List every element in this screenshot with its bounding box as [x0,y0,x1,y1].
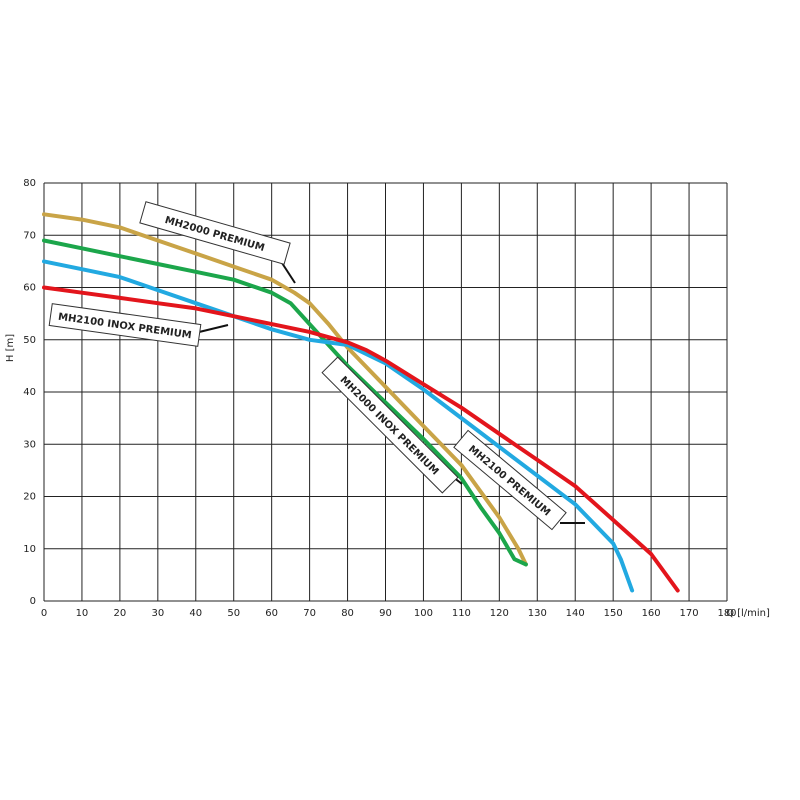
x-tick-label: 140 [566,608,585,619]
x-tick-label: 10 [76,608,89,619]
x-tick-label: 0 [41,608,47,619]
series-label: MH2000 INOX PREMIUM [321,356,459,494]
leader-line [281,262,296,284]
x-tick-label: 120 [490,608,509,619]
label-box [321,356,459,494]
y-axis-label: H [m] [5,334,16,362]
leader-line [194,324,229,334]
y-tick-label: 30 [23,439,36,450]
y-tick-label: 60 [23,283,36,294]
x-tick-label: 40 [189,608,202,619]
x-tick-label: 50 [227,608,240,619]
series-label: MH2000 PREMIUM [139,201,291,265]
x-axis-label: Q [l/min] [726,608,770,619]
x-tick-label: 70 [303,608,316,619]
x-tick-label: 160 [642,608,661,619]
y-tick-label: 40 [23,387,36,398]
x-tick-label: 130 [528,608,547,619]
label-box [139,201,291,265]
x-tick-label: 110 [452,608,471,619]
line [42,285,680,593]
x-tick-label: 30 [151,608,164,619]
x-tick-label: 60 [265,608,278,619]
line [42,259,635,593]
line [42,212,528,567]
x-tick-label: 80 [341,608,354,619]
y-tick-label: 0 [30,596,36,607]
x-tick-label: 90 [379,608,392,619]
y-tick-label: 70 [23,230,36,241]
y-tick-label: 10 [23,544,36,555]
y-tick-label: 80 [23,178,36,189]
label-box [48,303,202,347]
y-tick-label: 50 [23,335,36,346]
x-tick-label: 180 [717,608,736,619]
x-tick-label: 100 [414,608,433,619]
label-box [453,429,567,531]
y-tick-label: 20 [23,492,36,503]
x-tick-label: 170 [680,608,699,619]
x-tick-label: 20 [114,608,127,619]
x-tick-label: 150 [604,608,623,619]
